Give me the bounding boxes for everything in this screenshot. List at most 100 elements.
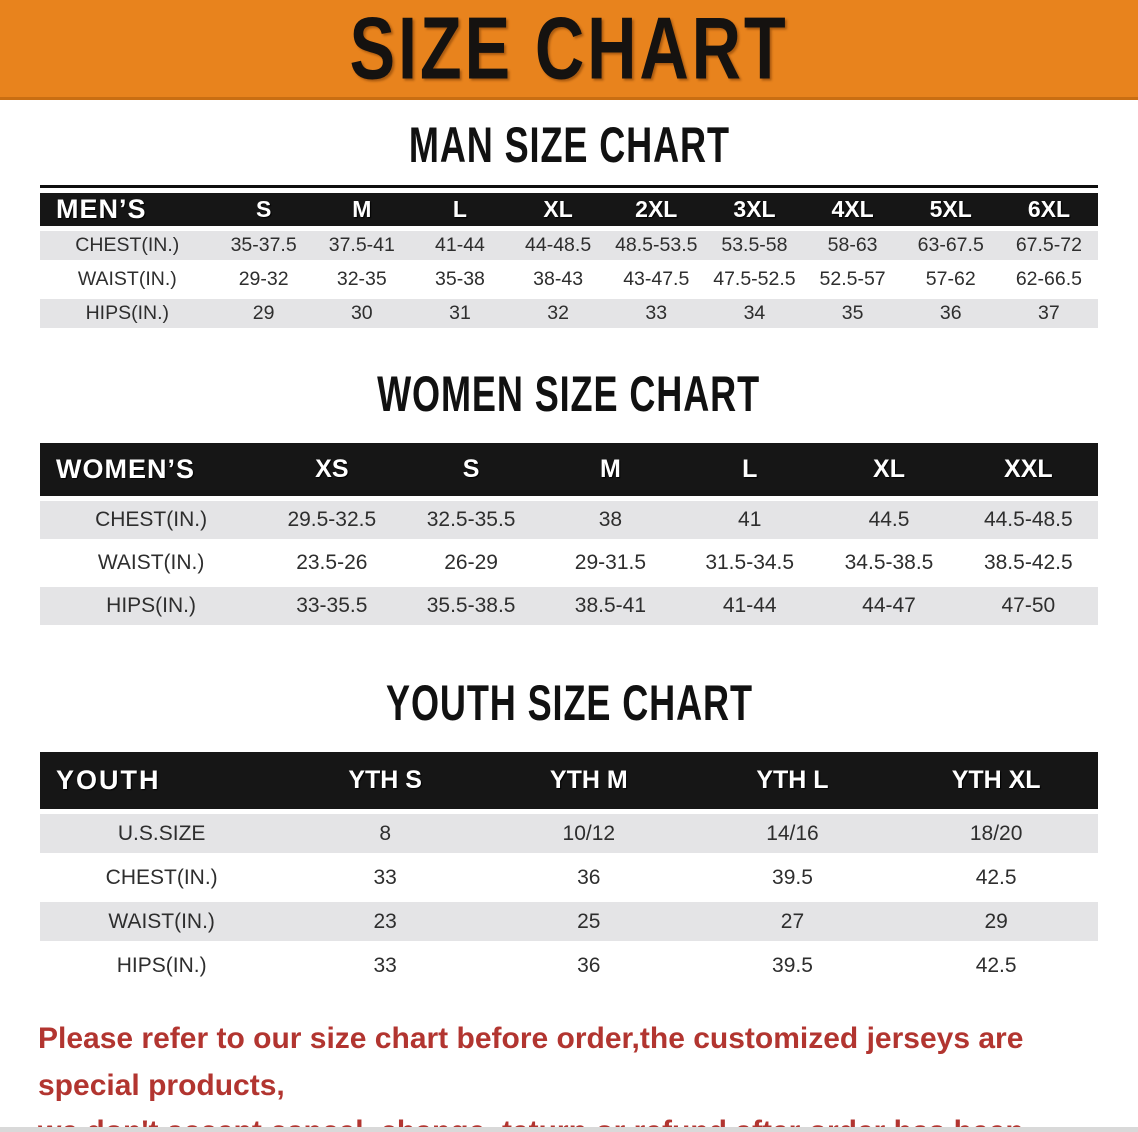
size-cell: 38.5-41 <box>540 587 681 625</box>
column-header: XXL <box>958 443 1098 496</box>
column-header: M <box>312 193 411 226</box>
size-cell: 35 <box>803 299 902 328</box>
size-cell: 18/20 <box>894 814 1098 853</box>
size-cell: 58-63 <box>803 231 902 260</box>
men-heading-text: MAN SIZE CHART <box>408 116 730 173</box>
women-size-table: WOMEN’S XS S M L XL XXL CHEST(IN.) 29.5-32.5 32.5… <box>40 438 1098 630</box>
column-header: 3XL <box>705 193 804 226</box>
men-heading: MAN SIZE CHART <box>0 117 1138 173</box>
youth-heading-text: YOUTH SIZE CHART <box>385 674 753 731</box>
size-cell: 32-35 <box>312 265 411 294</box>
table-row: WAIST(IN.) 23.5-26 26-29 29-31.5 31.5-34.5 34… <box>40 544 1098 582</box>
size-cell: 47.5-52.5 <box>705 265 804 294</box>
column-header: YTH XL <box>894 752 1098 809</box>
size-cell: 39.5 <box>690 946 895 985</box>
row-label: WAIST(IN.) <box>40 544 263 582</box>
table-label: MEN’S <box>40 193 215 226</box>
table-row: CHEST(IN.) 33 36 39.5 42.5 <box>40 858 1098 897</box>
size-cell: 36 <box>901 299 1000 328</box>
size-cell: 25 <box>486 902 691 941</box>
size-cell: 43-47.5 <box>607 265 706 294</box>
row-label: HIPS(IN.) <box>40 946 284 985</box>
youth-heading: YOUTH SIZE CHART <box>0 675 1138 731</box>
men-section: MAN SIZE CHART MEN’S S M L XL 2XL 3XL 4XL 5XL 6XL… <box>0 117 1138 333</box>
women-heading: WOMEN SIZE CHART <box>0 366 1138 422</box>
size-cell: 41-44 <box>680 587 820 625</box>
size-cell: 8 <box>283 814 487 853</box>
column-header: L <box>680 443 820 496</box>
row-label: CHEST(IN.) <box>40 231 215 260</box>
youth-size-table-grid: YOUTH YTH S YTH M YTH L YTH XL U.S.SIZE 8 10/12… <box>40 747 1098 990</box>
size-cell: 44.5-48.5 <box>958 501 1098 539</box>
header-row: YOUTH YTH S YTH M YTH L YTH XL <box>40 752 1098 809</box>
size-cell: 41 <box>680 501 820 539</box>
table-row: HIPS(IN.) 29 30 31 32 33 34 35 36 37 <box>40 299 1098 328</box>
size-cell: 29 <box>214 299 313 328</box>
banner: SIZE CHART <box>0 0 1138 100</box>
column-header: YTH S <box>283 752 487 809</box>
size-cell: 38 <box>540 501 681 539</box>
column-header: S <box>401 443 541 496</box>
size-cell: 34.5-38.5 <box>819 544 959 582</box>
size-cell: 47-50 <box>958 587 1098 625</box>
column-header: XL <box>509 193 608 226</box>
size-cell: 62-66.5 <box>999 265 1098 294</box>
size-cell: 33 <box>283 946 487 985</box>
table-row: HIPS(IN.) 33 36 39.5 42.5 <box>40 946 1098 985</box>
size-cell: 33 <box>283 858 487 897</box>
size-cell: 67.5-72 <box>999 231 1098 260</box>
column-header: 5XL <box>901 193 1000 226</box>
size-cell: 29.5-32.5 <box>262 501 402 539</box>
row-label: U.S.SIZE <box>40 814 284 853</box>
column-header: 2XL <box>607 193 706 226</box>
row-label: HIPS(IN.) <box>40 299 215 328</box>
column-header: M <box>540 443 681 496</box>
size-cell: 35.5-38.5 <box>401 587 541 625</box>
row-label: CHEST(IN.) <box>40 501 263 539</box>
size-cell: 44-47 <box>819 587 959 625</box>
size-cell: 35-37.5 <box>214 231 313 260</box>
column-header: YTH M <box>486 752 691 809</box>
size-cell: 36 <box>486 946 691 985</box>
size-cell: 27 <box>690 902 895 941</box>
column-header: 4XL <box>803 193 902 226</box>
women-section: WOMEN SIZE CHART WOMEN’S XS S M L XL XXL CHEST(… <box>0 366 1138 630</box>
notice-line-1: Please refer to our size chart before or… <box>38 1022 1024 1102</box>
size-cell: 38.5-42.5 <box>958 544 1098 582</box>
table-row: U.S.SIZE 8 10/12 14/16 18/20 <box>40 814 1098 853</box>
size-cell: 63-67.5 <box>901 231 1000 260</box>
size-cell: 32.5-35.5 <box>401 501 541 539</box>
size-cell: 36 <box>486 858 691 897</box>
row-label: HIPS(IN.) <box>40 587 263 625</box>
men-size-table-grid: MEN’S S M L XL 2XL 3XL 4XL 5XL 6XL CHEST(IN.) 35-37… <box>40 188 1098 333</box>
size-cell: 53.5-58 <box>705 231 804 260</box>
row-label: WAIST(IN.) <box>40 902 284 941</box>
table-row: HIPS(IN.) 33-35.5 35.5-38.5 38.5-41 41-44 44-… <box>40 587 1098 625</box>
size-cell: 52.5-57 <box>803 265 902 294</box>
header-row: MEN’S S M L XL 2XL 3XL 4XL 5XL 6XL <box>40 193 1098 226</box>
banner-title: SIZE CHART <box>349 0 789 98</box>
size-cell: 38-43 <box>509 265 608 294</box>
youth-size-table: YOUTH YTH S YTH M YTH L YTH XL U.S.SIZE 8 10/12… <box>40 747 1098 990</box>
size-cell: 29-31.5 <box>540 544 681 582</box>
size-cell: 39.5 <box>690 858 895 897</box>
column-header: S <box>214 193 313 226</box>
women-heading-text: WOMEN SIZE CHART <box>377 365 761 422</box>
size-cell: 32 <box>509 299 608 328</box>
column-header: 6XL <box>999 193 1098 226</box>
size-cell: 23.5-26 <box>262 544 402 582</box>
size-cell: 29 <box>894 902 1098 941</box>
size-cell: 44.5 <box>819 501 959 539</box>
column-header: XS <box>262 443 402 496</box>
size-cell: 10/12 <box>486 814 691 853</box>
header-row: WOMEN’S XS S M L XL XXL <box>40 443 1098 496</box>
size-cell: 37 <box>999 299 1098 328</box>
table-label: WOMEN’S <box>40 443 263 496</box>
table-row: CHEST(IN.) 29.5-32.5 32.5-35.5 38 41 44.5 44.5… <box>40 501 1098 539</box>
size-cell: 23 <box>283 902 487 941</box>
table-row: WAIST(IN.) 23 25 27 29 <box>40 902 1098 941</box>
bottom-edge-strip <box>0 1127 1138 1132</box>
order-notice: Please refer to our size chart before or… <box>0 1016 1138 1132</box>
size-cell: 31 <box>410 299 510 328</box>
